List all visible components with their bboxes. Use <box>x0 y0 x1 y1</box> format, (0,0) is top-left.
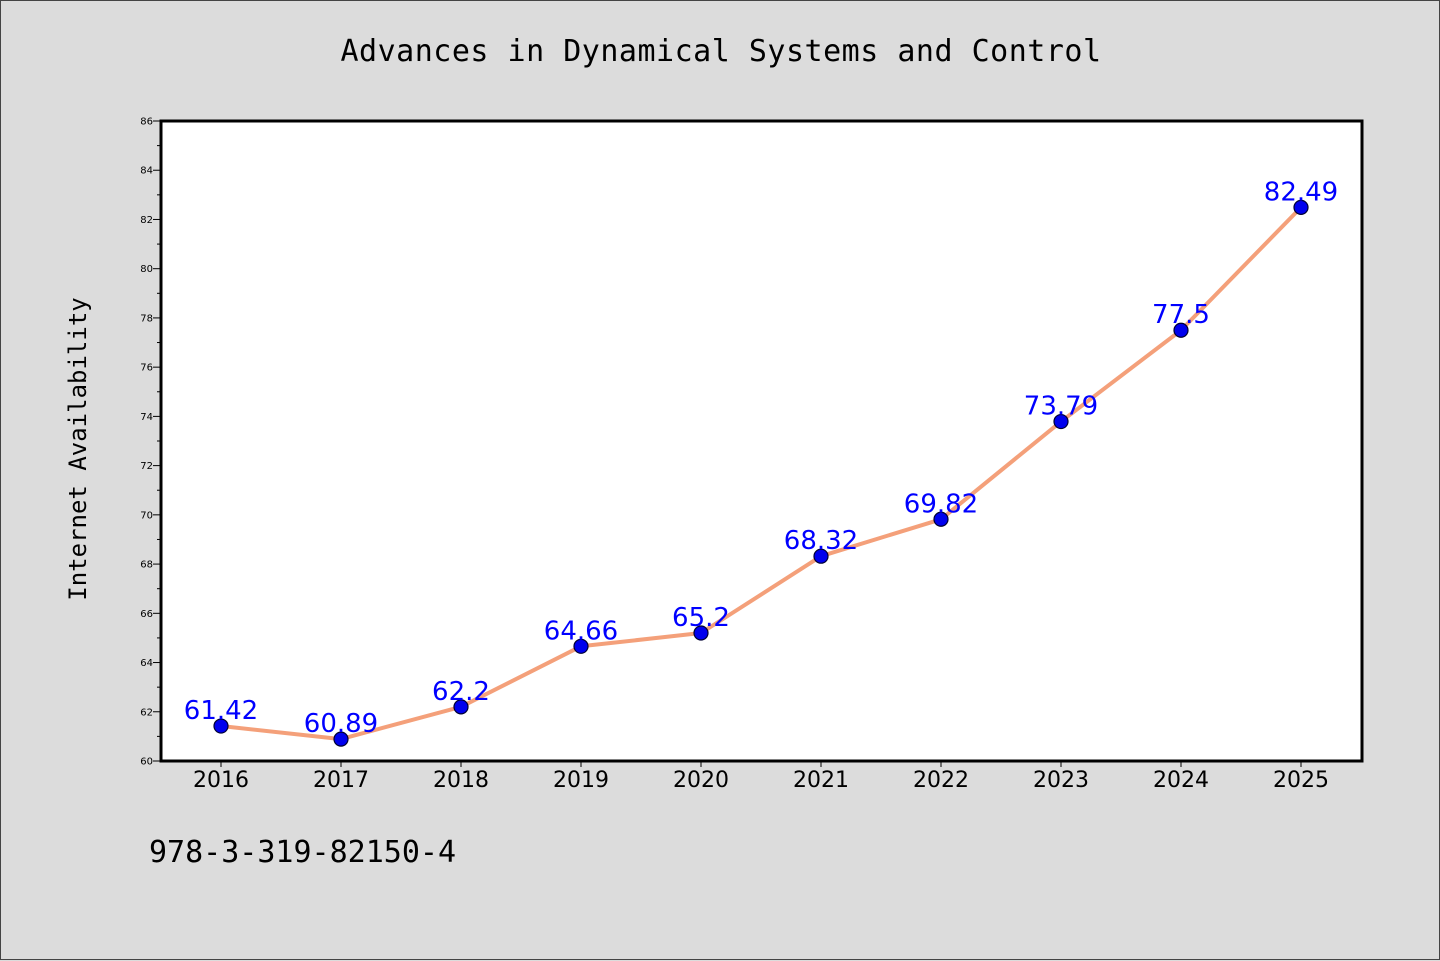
y-tick-label: 70 <box>140 510 153 521</box>
y-tick-label: 66 <box>140 609 153 620</box>
y-tick-label: 60 <box>140 757 153 768</box>
data-point <box>573 638 589 654</box>
data-label: 77.5 <box>1152 300 1210 330</box>
isbn-code: 978-3-319-82150-4 <box>149 835 457 870</box>
data-point <box>1053 413 1069 430</box>
y-tick-label: 72 <box>140 461 153 472</box>
data-point <box>693 625 709 641</box>
y-tick-label: 82 <box>140 215 153 226</box>
x-tick-label: 2021 <box>793 768 849 793</box>
data-label: 61.42 <box>184 696 258 726</box>
plot-border <box>159 119 1364 763</box>
x-tick-label: 2024 <box>1153 768 1209 793</box>
data-point <box>813 548 829 564</box>
x-axis: 2016 2017 2018 2019 2020 2021 2022 2023 2024 2025 <box>193 761 1329 793</box>
data-label: 65.2 <box>672 603 730 633</box>
data-label: 64.66 <box>544 616 618 646</box>
x-tick-label: 2019 <box>553 768 609 793</box>
data-label: 69.82 <box>904 489 978 519</box>
y-tick-label: 76 <box>140 363 153 374</box>
y-tick-label: 68 <box>140 560 153 571</box>
data-point <box>213 718 229 734</box>
y-tick-label: 86 <box>140 117 153 128</box>
plot-area <box>161 121 1362 761</box>
data-label: 73.79 <box>1024 392 1098 422</box>
x-tick-label: 2025 <box>1273 768 1329 793</box>
y-tick-label: 62 <box>140 707 153 718</box>
data-label: 60.89 <box>304 709 378 739</box>
data-label: 62.2 <box>432 677 490 707</box>
data-point <box>1173 322 1189 338</box>
data-point <box>333 731 349 747</box>
data-point <box>1293 199 1309 215</box>
y-tick-label: 78 <box>140 313 153 324</box>
x-tick-label: 2016 <box>193 768 249 793</box>
y-tick-label: 64 <box>140 658 153 669</box>
series-line <box>219 205 1303 742</box>
y-tick-label: 80 <box>140 264 153 275</box>
x-tick-label: 2022 <box>913 768 969 793</box>
data-point <box>933 511 949 527</box>
x-tick-label: 2023 <box>1033 768 1089 793</box>
data-point <box>453 699 469 715</box>
series-group: 61.42 60.89 62.2 64.66 65.2 68.32 69.82 73.79 77… <box>184 177 1338 747</box>
chart-title: Advances in Dynamical Systems and Contro… <box>340 34 1102 69</box>
y-axis: 60 62 64 66 68 70 72 74 76 78 80 82 84 86 <box>140 117 161 768</box>
y-tick-label: 84 <box>140 166 153 177</box>
x-tick-label: 2018 <box>433 768 489 793</box>
x-tick-label: 2017 <box>313 768 369 793</box>
x-tick-label: 2020 <box>673 768 729 793</box>
data-label: 82.49 <box>1264 177 1338 207</box>
y-axis-label: Internet Availability <box>64 297 92 600</box>
data-label: 68.32 <box>784 526 858 556</box>
y-tick-label: 74 <box>140 412 153 423</box>
